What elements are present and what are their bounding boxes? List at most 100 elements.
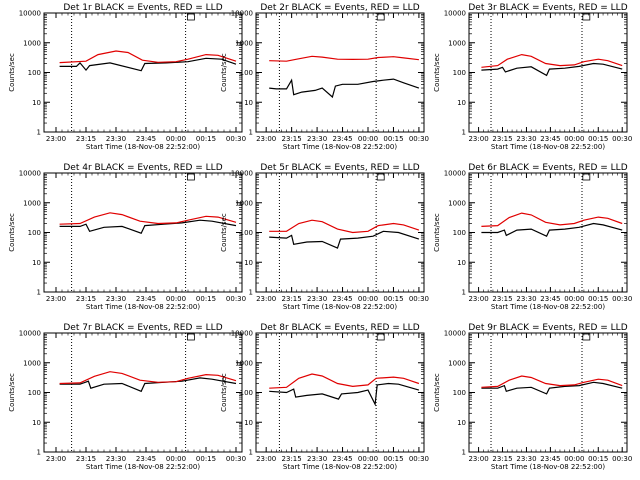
x-tick-label: 00:15 [196,135,216,143]
x-tick-label: 23:00 [468,135,488,143]
x-axis-label: Start Time (18-Nov-08 22:52:00) [283,463,397,471]
x-tick-label: 00:00 [166,295,186,303]
panel-title: Det 3r BLACK = Events, RED = LLD [468,3,627,13]
x-tick-label: 23:15 [492,135,512,143]
y-tick-label: 1 [249,449,253,457]
plot-frame [255,12,425,133]
x-tick-label: 00:30 [612,455,632,463]
x-tick-label: 00:15 [588,135,608,143]
y-tick-label: 10000 [231,170,253,178]
y-tick-label: 1 [462,289,466,297]
y-tick-label: 1000 [23,199,41,207]
y-tick-label: 10000 [444,10,466,18]
panel-det-9: Det 9r BLACK = Events, RED = LLD 1 10 100 10… [433,323,632,471]
flag-marker [186,173,195,181]
flag-marker [582,173,591,181]
panel-det-2: Det 2r BLACK = Events, RED = LLD 1 10 100 10… [220,3,429,151]
panel-title: Det 8r BLACK = Events, RED = LLD [260,323,419,333]
y-tick-label: 10 [32,259,41,267]
x-tick-label: 23:15 [282,135,302,143]
panel-title: Det 2r BLACK = Events, RED = LLD [260,3,419,13]
panel-title: Det 1r BLACK = Events, RED = LLD [63,3,222,13]
y-tick-label: 100 [28,69,41,77]
y-tick-label: 100 [453,389,466,397]
series-lld-line [481,375,623,388]
panel-title: Det 5r BLACK = Events, RED = LLD [260,163,419,173]
series-lld-line [59,212,237,225]
y-tick-label: 1 [249,129,253,137]
series-lld-line [269,219,420,234]
x-tick-label: 23:15 [282,295,302,303]
x-axis-label: Start Time (18-Nov-08 22:52:00) [491,463,605,471]
x-tick-label: 00:00 [564,135,584,143]
y-tick-label: 1000 [448,359,466,367]
x-tick-label: 00:15 [588,455,608,463]
x-tick-label: 23:30 [106,295,126,303]
x-tick-label: 23:00 [468,455,488,463]
y-tick-label: 100 [28,229,41,237]
x-tick-label: 23:45 [136,455,156,463]
y-tick-label: 1000 [23,359,41,367]
y-tick-label: 1000 [235,199,253,207]
x-tick-label: 23:30 [307,455,327,463]
series-lld-line [481,212,623,227]
panel-det-7: Det 7r BLACK = Events, RED = LLD 1 10 100 10… [8,323,246,471]
x-tick-label: 00:00 [358,295,378,303]
series-lld-line [269,55,419,62]
flag-marker [376,333,385,341]
panel-det-4: Det 4r BLACK = Events, RED = LLD 1 10 100 10… [8,163,246,311]
x-tick-label: 23:00 [46,295,66,303]
y-tick-label: 10000 [444,330,466,338]
x-axis-label: Start Time (18-Nov-08 22:52:00) [86,303,200,311]
x-tick-label: 00:00 [358,455,378,463]
flag-marker [186,13,195,21]
x-tick-label: 23:30 [516,135,536,143]
panel-det-1: Det 1r BLACK = Events, RED = LLD 1 10 100 10… [8,3,246,151]
flag-marker [582,333,591,341]
plot-frame [43,172,243,293]
y-axis-label: Counts/sec [8,213,16,252]
x-axis-label: Start Time (18-Nov-08 22:52:00) [283,303,397,311]
y-tick-label: 10 [32,99,41,107]
y-tick-label: 10000 [19,10,41,18]
y-axis-label: Counts/sec [433,373,441,412]
series-events-line [59,57,237,72]
x-axis-label: Start Time (18-Nov-08 22:52:00) [491,143,605,151]
y-axis-label: Counts/sec [8,53,16,92]
y-tick-label: 10 [32,419,41,427]
x-tick-label: 23:45 [332,455,352,463]
panel-det-6: Det 6r BLACK = Events, RED = LLD 1 10 100 10… [433,163,632,311]
y-tick-label: 10 [457,419,466,427]
y-tick-label: 1 [37,449,41,457]
y-tick-label: 10000 [19,170,41,178]
y-tick-label: 10 [457,259,466,267]
x-tick-label: 00:00 [564,295,584,303]
x-tick-label: 00:00 [166,455,186,463]
x-tick-label: 23:15 [282,455,302,463]
series-events-line [269,230,420,249]
x-tick-label: 23:30 [307,135,327,143]
panel-det-5: Det 5r BLACK = Events, RED = LLD 1 10 100 10… [220,163,429,311]
x-tick-label: 23:30 [516,295,536,303]
y-tick-label: 10000 [19,330,41,338]
y-axis-label: Counts/sec [433,53,441,92]
y-tick-label: 1 [462,129,466,137]
series-events-line [481,222,623,237]
x-tick-label: 23:00 [46,455,66,463]
panel-det-3: Det 3r BLACK = Events, RED = LLD 1 10 100 10… [433,3,632,151]
x-tick-label: 00:30 [612,135,632,143]
x-tick-label: 23:45 [540,295,560,303]
series-lld-line [269,373,420,389]
x-tick-label: 23:00 [468,295,488,303]
x-axis-label: Start Time (18-Nov-08 22:52:00) [283,143,397,151]
x-tick-label: 00:30 [226,295,246,303]
series-lld-line [59,371,237,385]
plot-frame [43,12,243,133]
y-tick-label: 100 [240,229,253,237]
x-tick-label: 00:15 [383,455,403,463]
x-tick-label: 00:15 [196,455,216,463]
y-tick-label: 10000 [231,330,253,338]
x-tick-label: 00:30 [409,295,429,303]
x-tick-label: 23:30 [307,295,327,303]
y-tick-label: 1000 [23,39,41,47]
